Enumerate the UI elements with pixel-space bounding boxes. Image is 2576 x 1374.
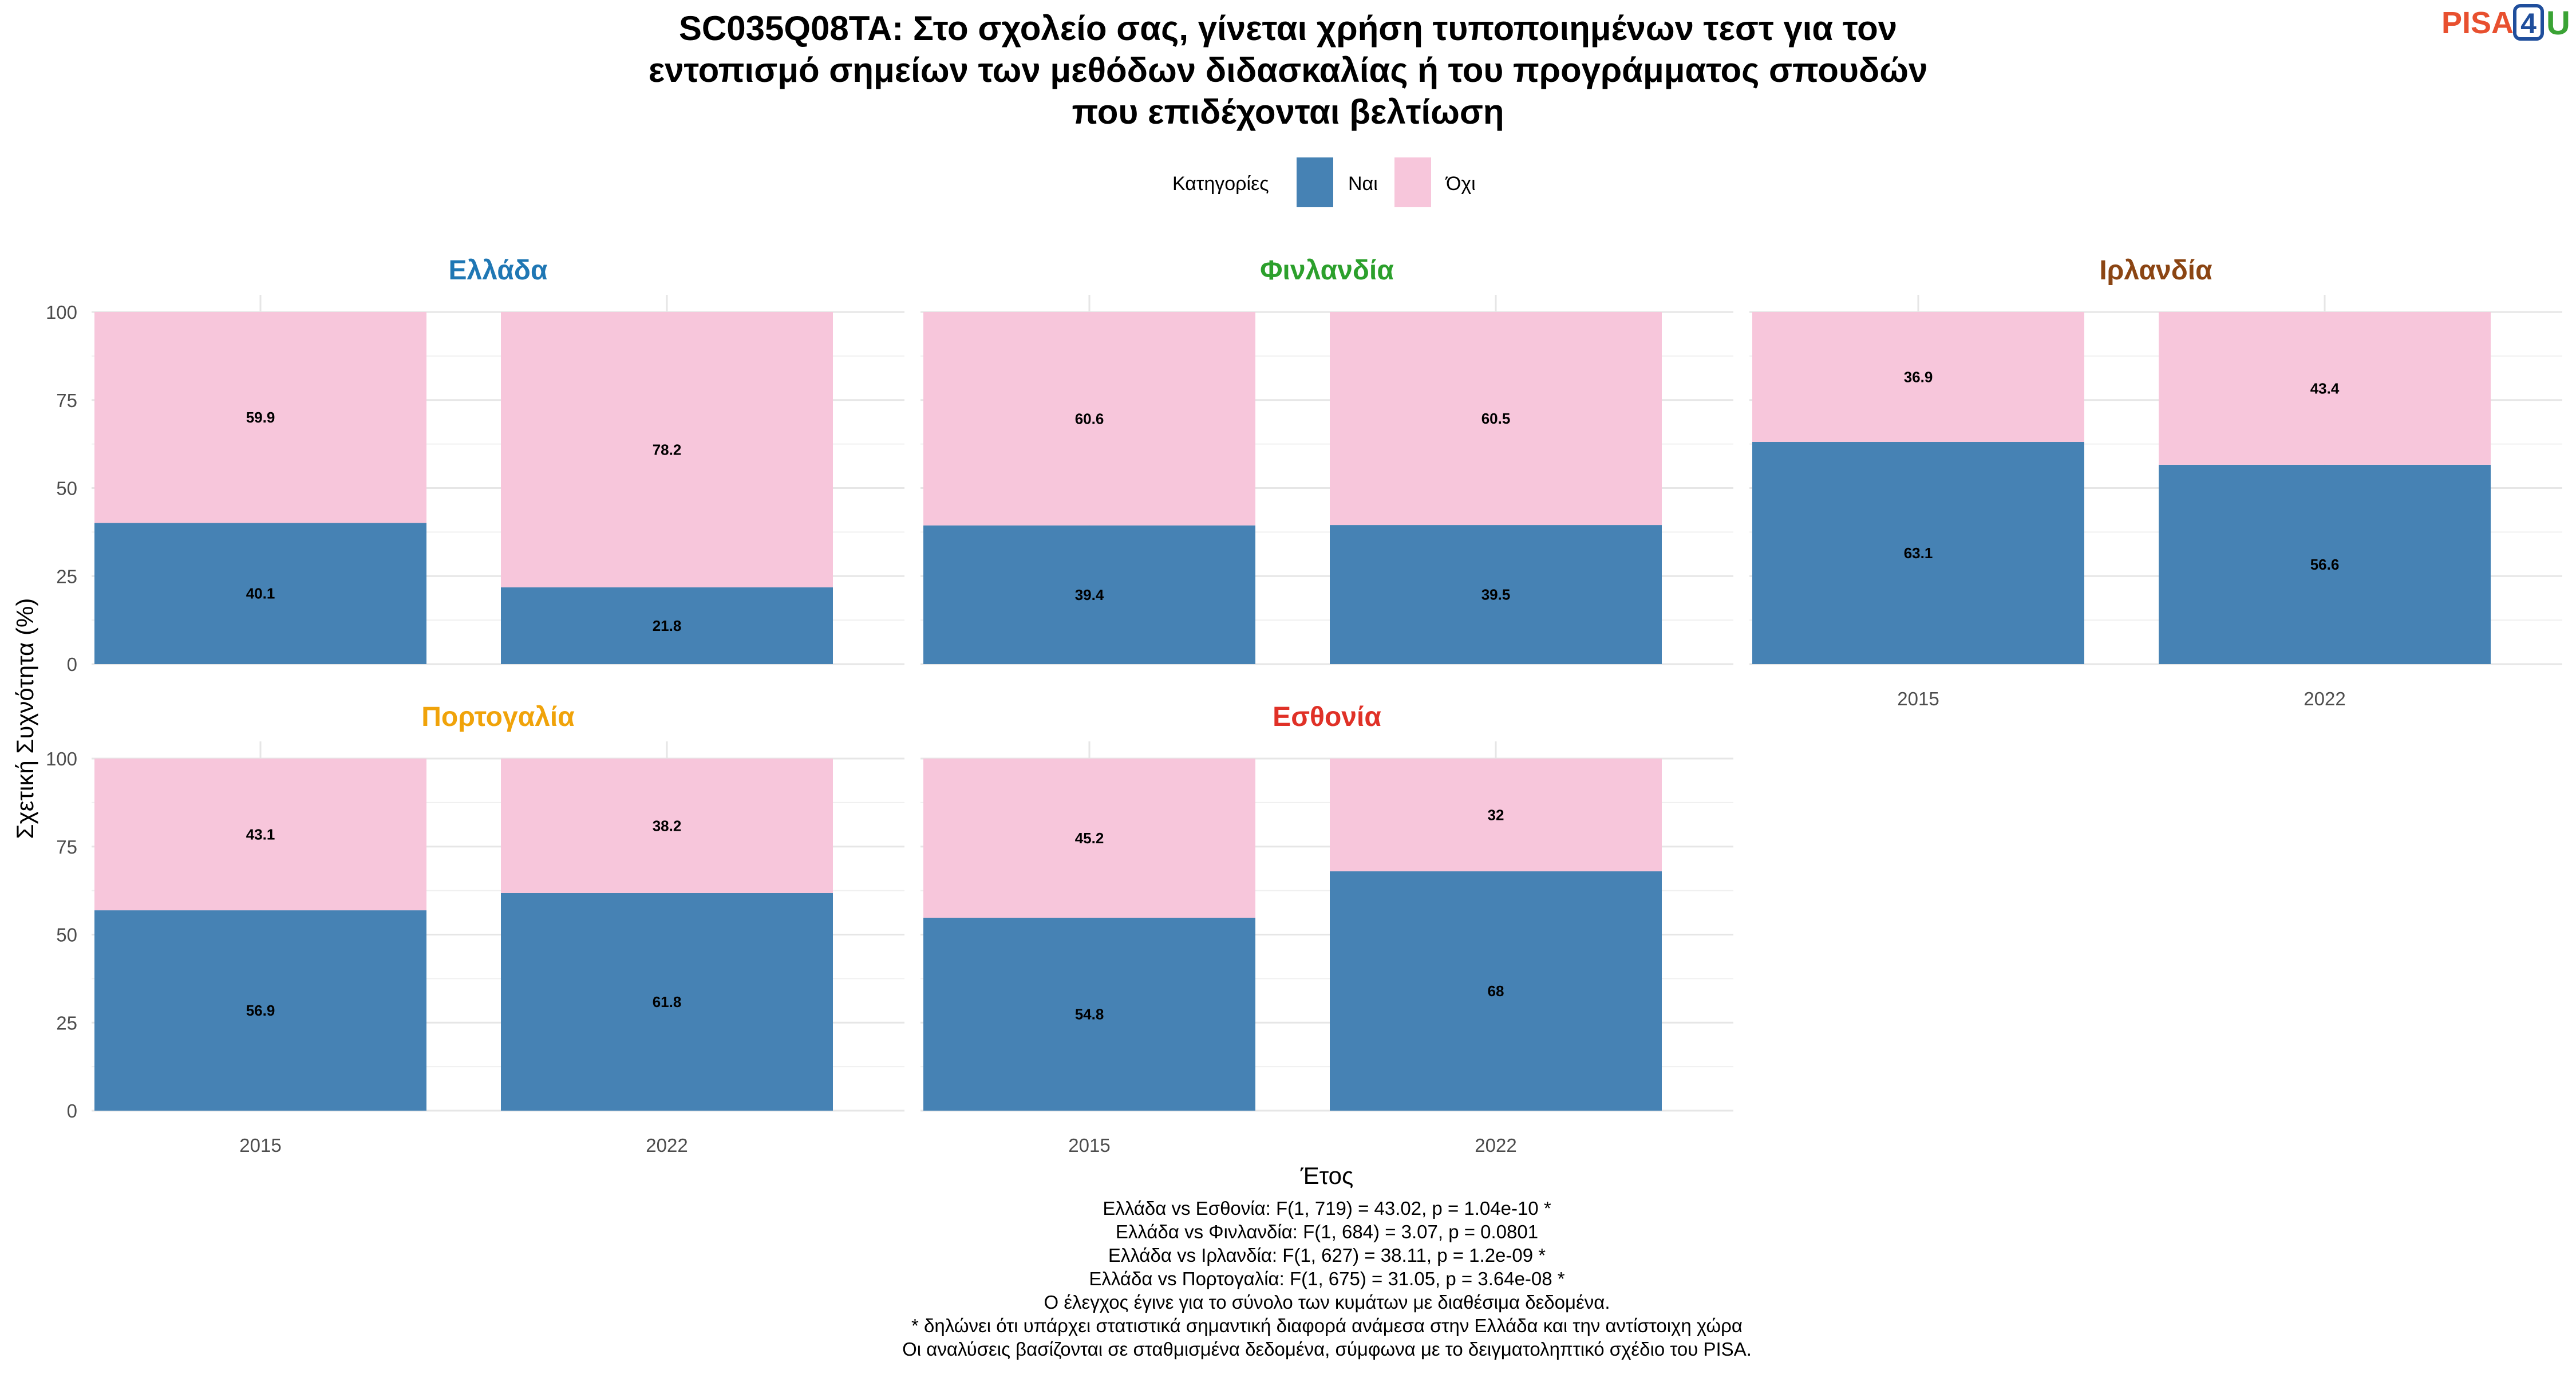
y-tick-label: 25 [56,1012,77,1033]
bar-segment [923,312,1255,526]
data-label: 39.4 [1075,586,1104,603]
facet-title: Ελλάδα [449,255,548,286]
y-tick-label: 100 [46,302,77,323]
facet-panel: Εσθονία 54.8 45.2 68 32 2015 2022 [920,702,1733,1156]
footnote-line: * δηλώνει ότι υπάρχει στατιστικά σημαντι… [911,1315,1743,1336]
footnotes: Ελλάδα vs Εσθονία: F(1, 719) = 43.02, p … [902,1198,1752,1360]
data-label: 45.2 [1075,830,1104,847]
logo-letter: U [2546,5,2570,42]
bar-segment [94,312,426,523]
y-tick-label: 50 [56,478,77,499]
bar-segment [1330,312,1662,526]
data-label: 63.1 [1904,544,1933,562]
pisa4u-logo: PISA 4 U [2441,4,2570,42]
x-tick-label: 2022 [1475,1135,1516,1156]
x-tick-label: 2015 [239,1135,281,1156]
bar-segment [501,312,833,587]
data-label: 56.6 [2310,556,2340,573]
bar-segment [501,587,833,664]
data-label: 36.9 [1904,368,1933,385]
data-label: 68 [1488,982,1504,1000]
footnote-line: Ελλάδα vs Εσθονία: F(1, 719) = 43.02, p … [1103,1198,1551,1219]
y-tick-label: 100 [46,748,77,769]
y-tick-label: 25 [56,566,77,587]
data-label: 32 [1488,806,1504,823]
legend-label-ochi: Όχι [1445,173,1476,195]
facet-title: Εσθονία [1273,702,1381,732]
y-tick-label: 0 [67,654,77,675]
facet-panel: Ελλάδα 0 25 50 75 100 40.1 59.9 21.8 78.2 [46,255,904,675]
data-label: 43.1 [246,826,275,843]
data-label: 54.8 [1075,1005,1104,1022]
y-axis-title: Σχετική Συχνότητα (%) [11,598,38,839]
legend-swatch-ochi [1394,157,1431,207]
bar-segment [1752,441,2084,664]
legend-title: Κατηγορίες [1172,173,1269,195]
bar-segment [501,893,833,1111]
facet-panel: Πορτογαλία 0 25 50 75 100 56.9 43.1 61.8 38.2 2015… [46,702,904,1156]
chart-title-line: εντοπισμό σημείων των μεθόδων διδασκαλία… [649,51,1928,89]
bar-segment [1330,759,1662,871]
data-label: 43.4 [2310,380,2340,397]
footnote-line: Ελλάδα vs Ιρλανδία: F(1, 627) = 38.11, p… [1108,1245,1546,1266]
data-label: 21.8 [653,617,682,634]
data-label: 40.1 [246,585,275,602]
chart-title: SC035Q08TA: Στο σχολείο σας, γίνεται χρή… [649,9,1928,131]
data-label: 38.2 [653,817,682,834]
logo-number: 4 [2520,7,2537,40]
y-tick-label: 50 [56,925,77,946]
x-axis-title: Έτος [1300,1162,1354,1189]
data-label: 60.5 [1481,410,1511,427]
data-label: 61.8 [653,993,682,1010]
footnote-line: Ελλάδα vs Φινλανδία: F(1, 684) = 3.07, p… [1116,1221,1538,1242]
legend-swatch-nai [1297,157,1333,207]
y-tick-label: 0 [67,1100,77,1122]
bar-segment [2159,464,2491,664]
bar-segment [1752,312,2084,442]
chart-title-line: που επιδέχονται βελτίωση [1072,93,1504,131]
data-label: 78.2 [653,441,682,458]
data-label: 59.9 [246,409,275,426]
facet-panels: Ελλάδα 0 25 50 75 100 40.1 59.9 21.8 78.2 Φινλανδί… [46,255,2562,1156]
y-tick-label: 75 [56,390,77,411]
bar-segment [94,759,426,911]
data-label: 56.9 [246,1002,275,1019]
bar-segment [923,917,1255,1111]
x-tick-label: 2022 [646,1135,688,1156]
logo-number-box [2513,4,2544,41]
facet-title: Πορτογαλία [421,702,575,732]
x-tick-label: 2015 [1068,1135,1110,1156]
footnote-line: Ελλάδα vs Πορτογαλία: F(1, 675) = 31.05,… [1089,1268,1564,1289]
facet-title: Φινλανδία [1260,255,1394,286]
data-label: 39.5 [1481,586,1511,603]
footnote-line: Οι αναλύσεις βασίζονται σε σταθμισμένα δ… [902,1339,1752,1360]
bar-segment [1330,871,1662,1111]
bar-segment [923,525,1255,664]
bar-segment [94,910,426,1111]
bar-segment [923,759,1255,918]
bar-segment [1330,525,1662,664]
y-tick-label: 75 [56,836,77,858]
data-label: 60.6 [1075,410,1104,427]
x-tick-label: 2022 [2304,688,2345,709]
legend-label-nai: Ναι [1348,173,1378,195]
bar-segment [94,523,426,664]
footnote-line: Ο έλεγχος έγινε για το σύνολο των κυμάτω… [1044,1292,1610,1313]
bar-segment [2159,312,2491,465]
chart-title-line: SC035Q08TA: Στο σχολείο σας, γίνεται χρή… [679,9,1897,48]
facet-title: Ιρλανδία [2099,255,2212,286]
x-tick-label: 2015 [1897,688,1939,709]
bar-segment [501,759,833,893]
legend: Κατηγορίες Ναι Όχι [1172,157,1476,207]
facet-panel: Ιρλανδία 63.1 36.9 56.6 43.4 2015 2022 [1749,255,2562,709]
facet-panel: Φινλανδία 39.4 60.6 39.5 60.5 [920,255,1733,665]
logo-text: PISA [2441,6,2514,40]
